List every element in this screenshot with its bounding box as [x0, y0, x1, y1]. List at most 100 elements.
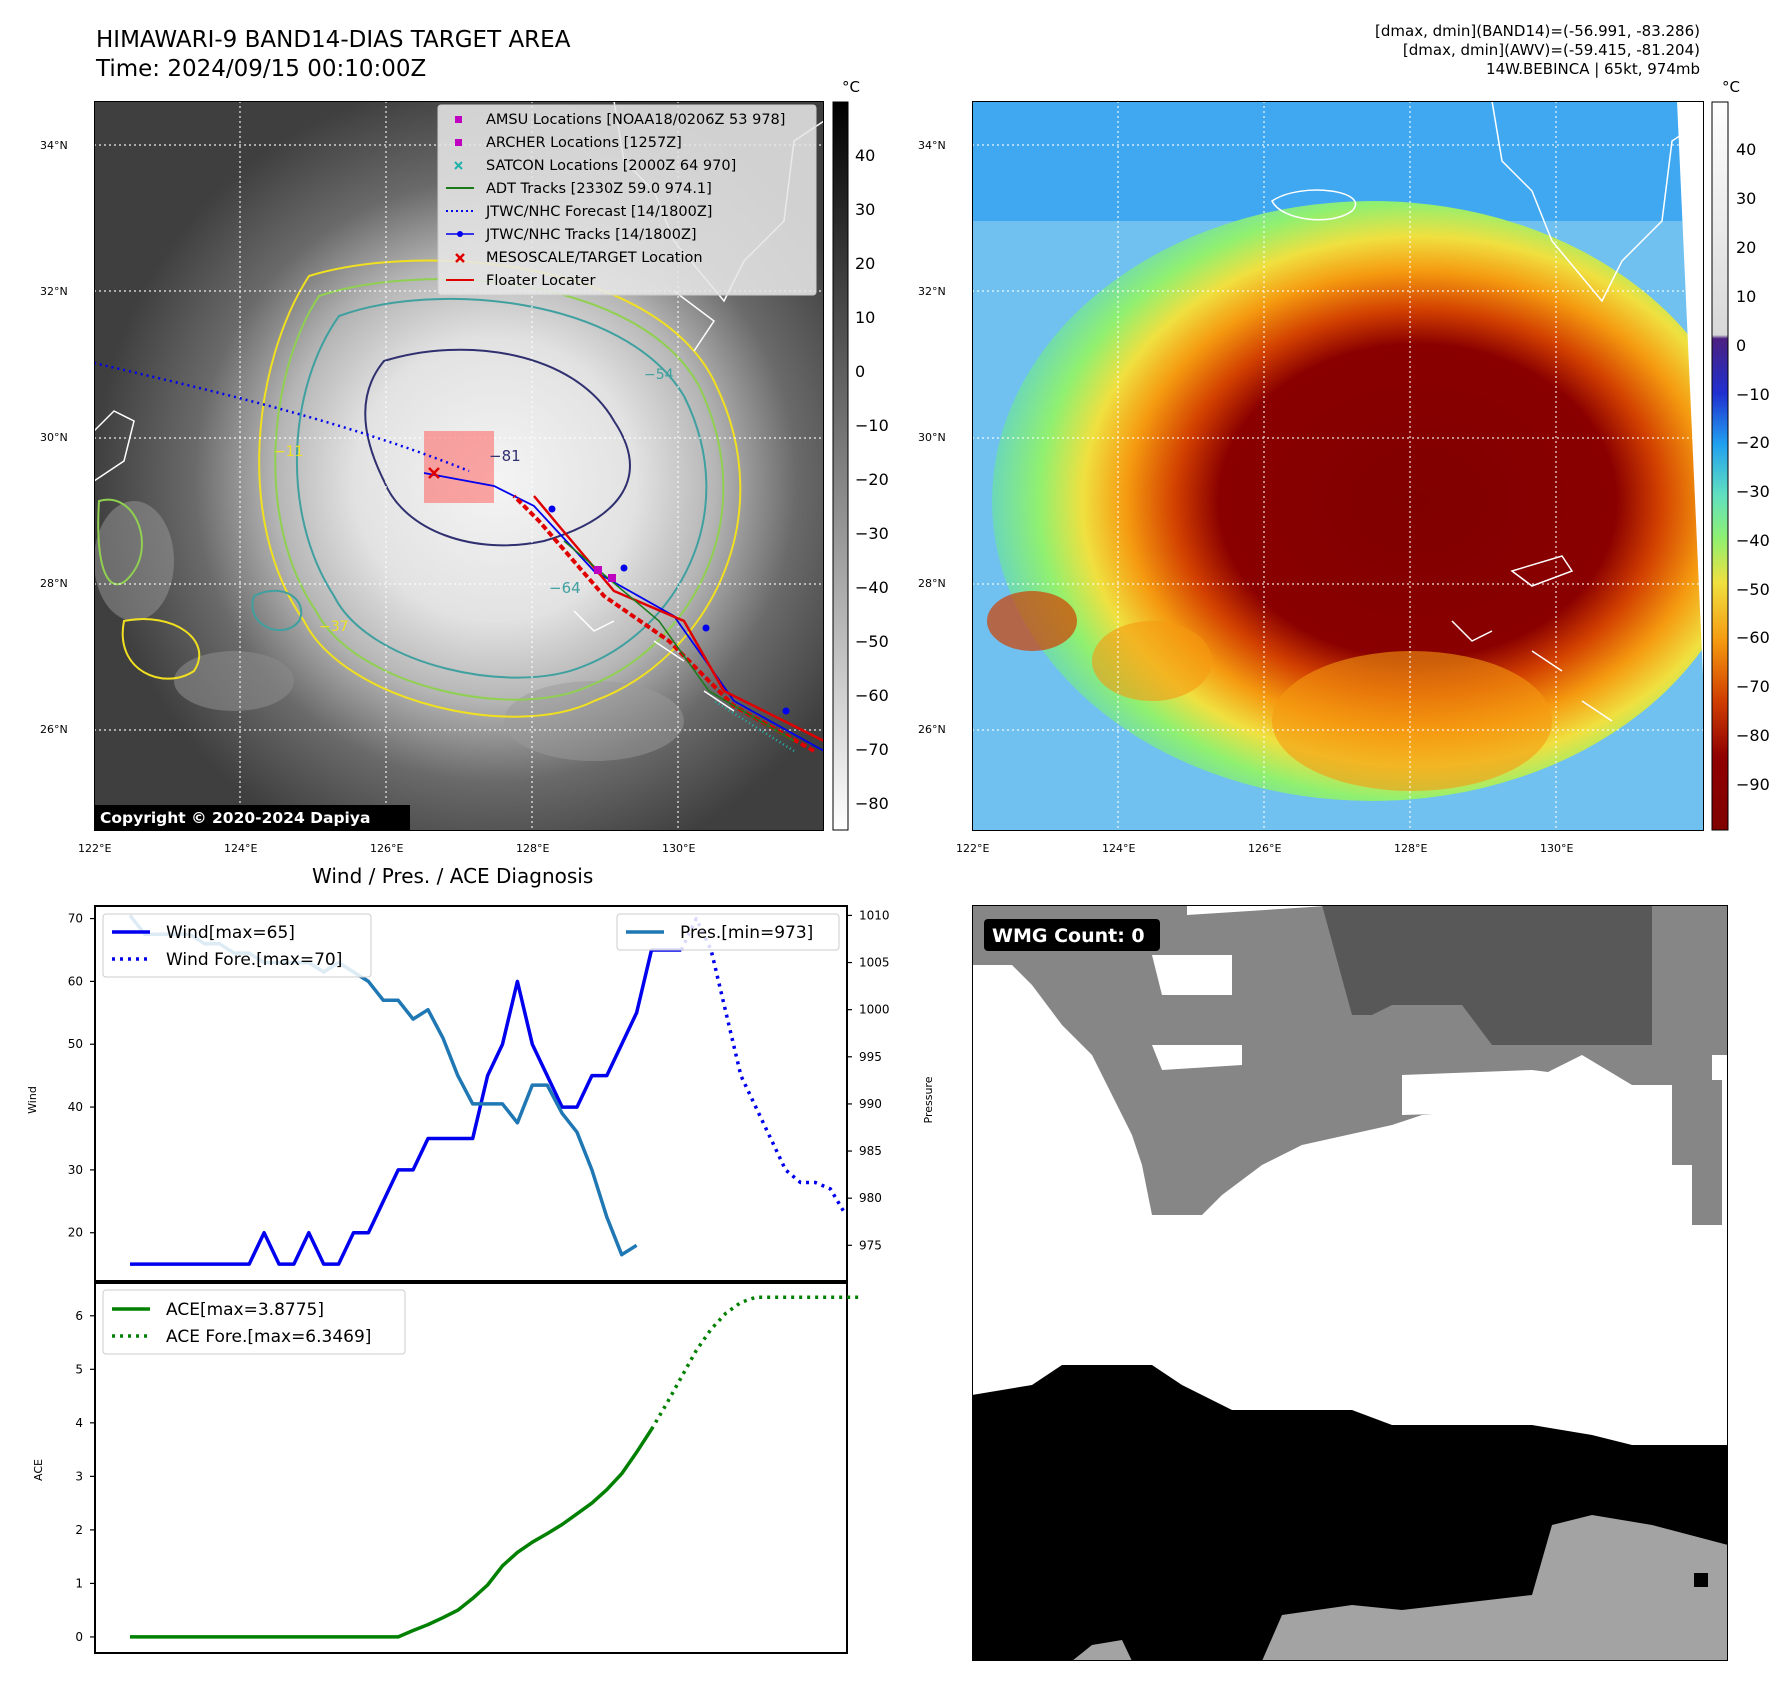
wind-ylabel: Wind [26, 1086, 39, 1114]
ir-color-map-canvas [972, 101, 1704, 831]
floater-track [533, 495, 824, 743]
archer-marker [608, 574, 616, 582]
wmg-count-label: WMG Count: 0 [992, 925, 1145, 947]
map1-lat-30: 30°N [40, 431, 68, 444]
color-tick-40: 40 [1736, 140, 1757, 159]
amsu-marker [594, 566, 602, 574]
contour-label-11: −11 [274, 444, 304, 460]
contour-label-54: −54 [644, 367, 674, 383]
gray-tick-20: 20 [855, 254, 876, 273]
color-cbar-unit: °C [1722, 78, 1740, 96]
gray-colorbar-canvas [832, 101, 849, 831]
info-awv-range: [dmax, dmin](AWV)=(-59.415, -81.204) [1402, 41, 1700, 59]
wind-ytick-label: 60 [68, 974, 83, 988]
wmg-panel: WMG Count: 0 [972, 905, 1728, 1661]
map1-lon-122: 122°E [78, 842, 112, 855]
map2-lat-26: 26°N [918, 723, 946, 736]
info-band14-range: [dmax, dmin](BAND14)=(-56.991, -83.286) [1375, 22, 1700, 40]
ace-chart: ACE 0 1 2 3 4 5 6 ACE[max=3.8775] ACE Fore.[ma… [0, 1280, 940, 1690]
wind-legend: Wind[max=65] Wind Fore.[max=70] [102, 913, 372, 978]
color-tick-0: 0 [1736, 336, 1747, 355]
map1-lat-26: 26°N [40, 723, 68, 736]
pressure-ylabel: Pressure [922, 1076, 935, 1123]
pressure-ytick-label: 1010 [859, 908, 890, 922]
gray-colorbar [832, 101, 902, 833]
gray-tick-m60: −60 [855, 686, 889, 705]
legend-wind: Wind[max=65] [166, 923, 295, 943]
wind-pressure-canvas: Wind Pressure 20 30 40 50 60 70 975 980 985 990 99… [26, 905, 935, 1284]
copyright-text: Copyright © 2020-2024 Dapiya [100, 809, 370, 827]
map-legend: AMSU Locations [NOAA18/0206Z 53 978] ARC… [437, 104, 817, 296]
pressure-legend: Pres.[min=973] [616, 913, 840, 951]
wind-ytick-label: 20 [68, 1226, 83, 1240]
map2-lon-124: 124°E [1102, 842, 1136, 855]
legend-floater: Floater Locater [486, 273, 595, 289]
legend-amsu: AMSU Locations [NOAA18/0206Z 53 978] [486, 112, 785, 128]
figure-title: HIMAWARI-9 BAND14-DIAS TARGET AREA Time:… [96, 26, 570, 84]
ace-ytick-label: 4 [75, 1416, 83, 1430]
series-ace-fore--line [649, 1295, 861, 1431]
gray-tick-0: 0 [855, 362, 866, 381]
ace-legend: ACE[max=3.8775] ACE Fore.[max=6.3469] [102, 1289, 406, 1355]
ace-ytick-label: 1 [75, 1576, 83, 1590]
map1-lat-34: 34°N [40, 139, 68, 152]
gray-tick-m80: −80 [855, 794, 889, 813]
gray-tick-m40: −40 [855, 578, 889, 597]
map1-lon-130: 130°E [662, 842, 696, 855]
storm-info: [dmax, dmin](BAND14)=(-56.991, -83.286) … [1375, 22, 1700, 79]
legend-ace-fore: ACE Fore.[max=6.3469] [166, 1327, 371, 1347]
map1-lat-28: 28°N [40, 577, 68, 590]
title-line-2: Time: 2024/09/15 00:10:00Z [96, 56, 427, 82]
ace-ytick-label: 2 [75, 1523, 83, 1537]
legend-pressure: Pres.[min=973] [680, 923, 813, 943]
gray-tick-40: 40 [855, 146, 876, 165]
color-tick-20: 20 [1736, 238, 1757, 257]
map2-lon-126: 126°E [1248, 842, 1282, 855]
legend-jtwc: JTWC/NHC Tracks [14/1800Z] [485, 227, 697, 243]
color-tick-m30: −30 [1736, 482, 1770, 501]
ace-ytick-label: 0 [75, 1630, 83, 1644]
color-colorbar-canvas [1711, 101, 1729, 831]
wind-ytick-label: 30 [68, 1163, 83, 1177]
legend-ace: ACE[max=3.8775] [166, 1300, 324, 1320]
contour-label-37: −37 [319, 619, 349, 635]
contour-label-64: −64 [549, 579, 581, 597]
contour-label-81: −81 [489, 447, 521, 465]
ace-plot-frame [94, 1280, 848, 1654]
legend-target-icon [455, 253, 465, 263]
gray-tick-m70: −70 [855, 740, 889, 759]
diagnosis-title: Wind / Pres. / ACE Diagnosis [312, 864, 594, 888]
gray-tick-10: 10 [855, 308, 876, 327]
wind-ytick-label: 50 [68, 1037, 83, 1051]
target-x-marker [428, 467, 440, 479]
legend-amsu-icon [455, 116, 462, 123]
copyright-box [94, 805, 410, 830]
map1-lon-128: 128°E [516, 842, 550, 855]
color-tick-m70: −70 [1736, 677, 1770, 696]
ace-ytick-label: 5 [75, 1362, 83, 1376]
pressure-ytick-label: 1000 [859, 1003, 890, 1017]
map1-lat-32: 32°N [40, 285, 68, 298]
title-line-1: HIMAWARI-9 BAND14-DIAS TARGET AREA [96, 27, 571, 53]
pressure-ytick-label: 980 [859, 1191, 882, 1205]
legend-target: MESOSCALE/TARGET Location [486, 250, 703, 266]
ace-canvas: ACE 0 1 2 3 4 5 6 ACE[max=3.8775] ACE Fore.[ma… [32, 1280, 861, 1654]
color-colorbar [1711, 101, 1731, 833]
ace-ylabel: ACE [32, 1459, 45, 1481]
wind-ytick-label: 40 [68, 1100, 83, 1114]
pressure-ytick-label: 995 [859, 1050, 882, 1064]
color-tick-m80: −80 [1736, 726, 1770, 745]
pressure-ytick-label: 975 [859, 1238, 882, 1252]
ir-gray-map: −81 −64 −54 −37 −11 AMSU Locations [NOAA… [94, 101, 824, 831]
legend-forecast: JTWC/NHC Forecast [14/1800Z] [485, 204, 712, 220]
gray-cbar-unit: °C [842, 78, 860, 96]
color-tick-m20: −20 [1736, 433, 1770, 452]
map2-lon-122: 122°E [956, 842, 990, 855]
color-tick-m40: −40 [1736, 531, 1770, 550]
color-tick-10: 10 [1736, 287, 1757, 306]
map2-lat-30: 30°N [918, 431, 946, 444]
color-tick-m50: −50 [1736, 580, 1770, 599]
gray-tick-m30: −30 [855, 524, 889, 543]
series-ace-line [130, 1428, 653, 1639]
ace-ytick-label: 6 [75, 1309, 83, 1323]
